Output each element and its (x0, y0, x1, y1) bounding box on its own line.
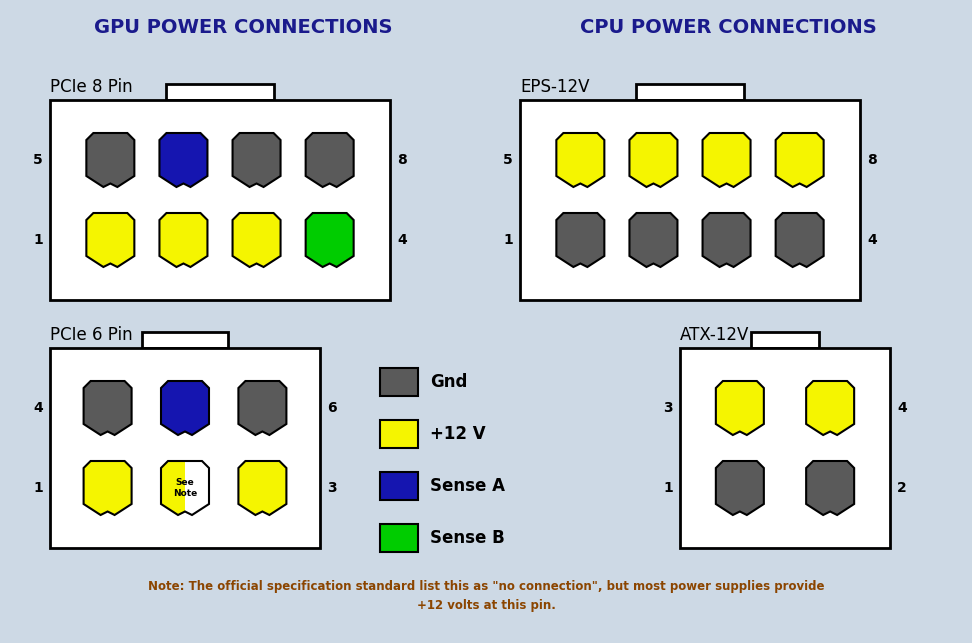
Text: 5: 5 (33, 153, 43, 167)
FancyBboxPatch shape (142, 332, 228, 348)
Polygon shape (232, 213, 281, 267)
Text: 6: 6 (327, 401, 336, 415)
Polygon shape (159, 213, 207, 267)
Text: Sense A: Sense A (430, 477, 505, 495)
Polygon shape (87, 133, 134, 187)
Text: 8: 8 (397, 153, 406, 167)
Text: PCIe 8 Pin: PCIe 8 Pin (50, 78, 132, 96)
Polygon shape (232, 133, 281, 187)
Polygon shape (238, 461, 287, 515)
Polygon shape (161, 461, 185, 515)
Text: +12 V: +12 V (430, 425, 486, 443)
Polygon shape (238, 381, 287, 435)
Polygon shape (185, 461, 209, 515)
Polygon shape (87, 213, 134, 267)
Text: 2: 2 (897, 481, 907, 495)
Text: 5: 5 (503, 153, 513, 167)
Polygon shape (84, 461, 131, 515)
Text: 1: 1 (663, 481, 673, 495)
Text: 3: 3 (327, 481, 336, 495)
Text: 1: 1 (33, 481, 43, 495)
Text: GPU POWER CONNECTIONS: GPU POWER CONNECTIONS (93, 18, 393, 37)
FancyBboxPatch shape (380, 472, 418, 500)
Polygon shape (159, 133, 207, 187)
Text: Gnd: Gnd (430, 373, 468, 391)
Polygon shape (715, 461, 764, 515)
Polygon shape (715, 381, 764, 435)
Text: EPS-12V: EPS-12V (520, 78, 589, 96)
FancyBboxPatch shape (380, 524, 418, 552)
Text: 4: 4 (867, 233, 877, 247)
Text: 1: 1 (503, 233, 513, 247)
Polygon shape (161, 381, 209, 435)
Text: 1: 1 (33, 233, 43, 247)
Polygon shape (703, 133, 750, 187)
Text: 3: 3 (663, 401, 673, 415)
Polygon shape (556, 133, 605, 187)
FancyBboxPatch shape (680, 348, 890, 548)
Polygon shape (776, 213, 823, 267)
FancyBboxPatch shape (380, 368, 418, 396)
FancyBboxPatch shape (520, 100, 860, 300)
Polygon shape (630, 133, 677, 187)
Polygon shape (776, 133, 823, 187)
Text: 4: 4 (397, 233, 406, 247)
Text: Sense B: Sense B (430, 529, 504, 547)
Polygon shape (703, 213, 750, 267)
FancyBboxPatch shape (50, 100, 390, 300)
Text: 4: 4 (897, 401, 907, 415)
Polygon shape (630, 213, 677, 267)
FancyBboxPatch shape (380, 420, 418, 448)
Text: PCIe 6 Pin: PCIe 6 Pin (50, 326, 132, 344)
Text: 4: 4 (33, 401, 43, 415)
FancyBboxPatch shape (50, 348, 320, 548)
FancyBboxPatch shape (165, 84, 274, 100)
FancyBboxPatch shape (751, 332, 818, 348)
Polygon shape (556, 213, 605, 267)
Polygon shape (84, 381, 131, 435)
Text: CPU POWER CONNECTIONS: CPU POWER CONNECTIONS (579, 18, 877, 37)
Polygon shape (806, 381, 854, 435)
Text: Note: The official specification standard list this as "no connection", but most: Note: The official specification standar… (148, 580, 824, 612)
Polygon shape (806, 461, 854, 515)
FancyBboxPatch shape (636, 84, 745, 100)
Text: ATX-12V: ATX-12V (680, 326, 749, 344)
Polygon shape (305, 133, 354, 187)
Text: See
Note: See Note (173, 478, 197, 498)
Polygon shape (305, 213, 354, 267)
Text: 8: 8 (867, 153, 877, 167)
